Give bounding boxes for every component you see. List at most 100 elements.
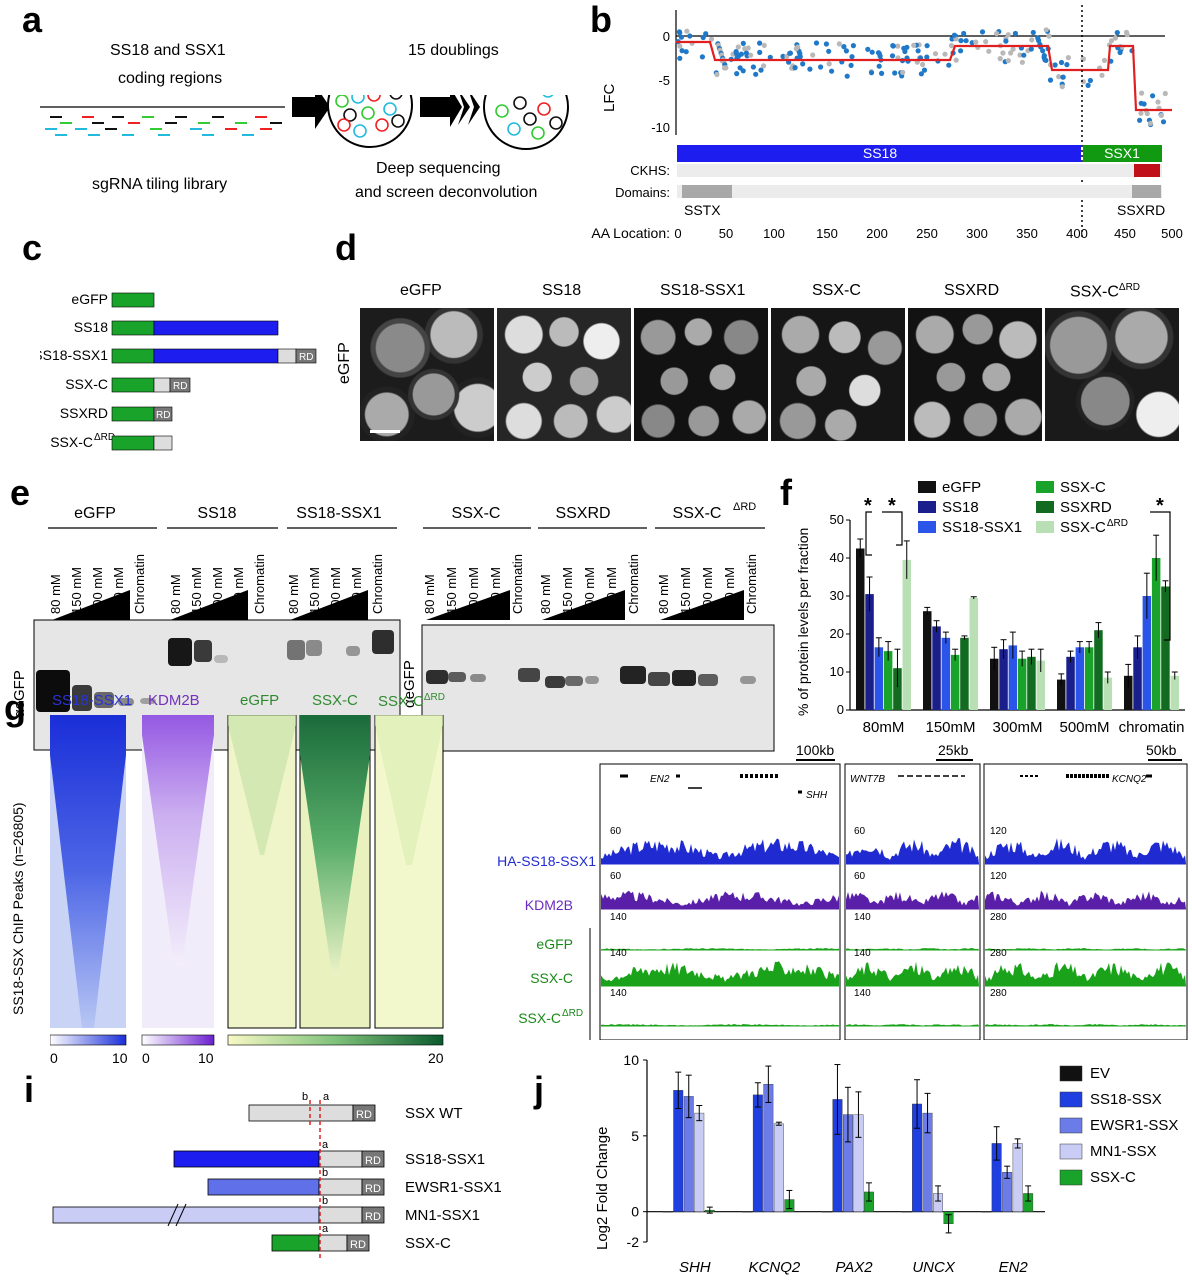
b-guide-point: [1005, 32, 1011, 38]
e-lane-label: 80 mM: [656, 574, 671, 614]
a-deep-seq: Deep sequencing: [376, 160, 501, 177]
i-ewsr1-ssx1-bar: [207, 1178, 320, 1196]
b-guide-point: [1060, 74, 1066, 80]
b-ylabel: LFC: [601, 83, 618, 112]
i-fusion-schematic: RD RD RD RD RD b a a b b a SSX WT SS18-S…: [52, 1091, 502, 1258]
b-guide-point: [1138, 100, 1144, 106]
b-guide-point: [703, 31, 709, 37]
svg-text:400: 400: [1066, 226, 1088, 241]
b-guide-point: [876, 63, 882, 69]
f-bar: [999, 649, 1008, 710]
b-guide-point: [1101, 57, 1108, 64]
b-guide-point: [734, 71, 740, 77]
svg-text:b: b: [322, 1167, 328, 1179]
b-guide-point: [963, 38, 969, 44]
panel-label-c: c: [22, 227, 43, 268]
f-bar-chart: % of protein levels per fraction 0 10 20 30…: [795, 479, 1185, 736]
b-guide-point: [1056, 74, 1062, 80]
j-legend-swatch: [1059, 1143, 1083, 1160]
b-guide-point: [735, 44, 741, 50]
e-lane-label: 150 mM: [307, 567, 322, 614]
f-legend-label: SS18: [942, 499, 979, 516]
j-bar: [981, 1211, 992, 1213]
e-group-ss18-ssx1: SS18-SSX1: [296, 505, 381, 522]
b-guide-point: [677, 30, 683, 36]
b-guide-point: [1042, 57, 1048, 63]
h-signal-track: [846, 838, 979, 864]
b-guide-point: [920, 61, 926, 68]
g-header-ssx-c-drd: SSX-CΔRD: [378, 692, 445, 710]
b-guide-point: [1003, 38, 1009, 44]
e-band: [518, 668, 540, 682]
svg-text:50: 50: [719, 226, 733, 241]
b-guide-point: [843, 48, 849, 54]
b-guide-point: [1150, 93, 1156, 99]
e-lane-label: Chromatin: [744, 554, 759, 614]
b-guide-point: [1124, 32, 1130, 38]
f-legend-swatch: [918, 521, 936, 533]
f-bar: [1161, 586, 1170, 710]
svg-text:a: a: [323, 1091, 330, 1103]
b-guide-point: [849, 54, 855, 60]
b-guide-point: [1017, 52, 1023, 58]
svg-text:0: 0: [142, 1050, 150, 1066]
d-micrograph-ssx-c-drd: [1045, 308, 1179, 441]
b-guide-point: [1147, 120, 1154, 126]
h-track-ssx-c-drd: SSX-C: [518, 1010, 561, 1026]
j-ytick-label: -2: [627, 1234, 640, 1250]
f-legend-label: SSX-C: [1060, 519, 1106, 536]
j-xtick-label: SHH: [679, 1259, 711, 1276]
b-guide-point: [738, 51, 744, 57]
f-ytick-label: 30: [830, 588, 844, 603]
i-ssx-c-bar: [271, 1234, 320, 1252]
d-micrograph-ssx-c: [771, 308, 905, 441]
e-band: [194, 640, 212, 662]
f-bar: [893, 668, 902, 710]
h-ymax-label: 140: [854, 912, 871, 923]
f-bar: [1008, 645, 1018, 710]
b-lfc-plot: LFC 0 -5 -10 SS18 SSX1 CKHS: Domains: SS…: [591, 5, 1183, 241]
h-tracks: HA-SS18-SSX1 KDM2B eGFP SSX-C SSX-C ΔRD …: [497, 742, 1188, 1040]
j-bar: [1012, 1143, 1023, 1212]
j-legend-swatch: [1059, 1091, 1083, 1108]
svg-text:ΔRD: ΔRD: [562, 1008, 583, 1019]
f-xtick-label: 80mM: [863, 719, 905, 736]
c-label-ssx-c: SSX-C: [65, 376, 108, 392]
b-guide-point: [750, 64, 756, 70]
e-lane-label: 80 mM: [168, 574, 183, 614]
b-guide-point: [879, 70, 885, 76]
b-guide-point: [911, 42, 917, 48]
e-band: [426, 670, 448, 684]
svg-text:-10: -10: [651, 120, 670, 135]
b-guide-point: [679, 48, 685, 54]
b-guide-point: [836, 41, 842, 47]
h-ymax-label: 140: [610, 988, 627, 999]
b-ssx1-bar: [1083, 145, 1162, 162]
b-guide-point: [1108, 38, 1115, 44]
b-guide-point: [800, 61, 806, 67]
j-bar-chart: Log2 Fold Change 10 5 0 -2 SHH KCNQ2 PAX2 UNCX…: [594, 1052, 1178, 1276]
svg-text:0: 0: [50, 1050, 58, 1066]
j-xtick-label: KCNQ2: [749, 1259, 801, 1276]
h-ymax-label: 60: [854, 826, 866, 837]
f-legend-label: SSXRD: [1060, 499, 1112, 516]
h-scale-100kb: 100kb: [796, 742, 834, 758]
svg-text:0: 0: [674, 226, 681, 241]
f-bar: [856, 548, 865, 710]
j-bar: [901, 1211, 912, 1213]
f-bar: [1017, 658, 1027, 710]
g-header-ss18-ssx1: SS18-SSX1: [52, 692, 133, 709]
e-band: [698, 674, 718, 686]
a-cells-1: [335, 95, 405, 138]
e-band: [36, 670, 70, 712]
i-mn1-ssx1-bar: [52, 1206, 320, 1224]
h-track-egfp: eGFP: [536, 936, 573, 952]
b-guide-point: [1099, 72, 1105, 78]
b-guide-point: [1112, 35, 1118, 41]
b-guide-point: [1043, 27, 1049, 33]
j-legend-swatch: [1059, 1169, 1083, 1186]
f-bar: [1124, 675, 1133, 710]
svg-text:300: 300: [966, 226, 988, 241]
f-bar: [1103, 677, 1112, 710]
b-guide-point: [1160, 119, 1167, 125]
